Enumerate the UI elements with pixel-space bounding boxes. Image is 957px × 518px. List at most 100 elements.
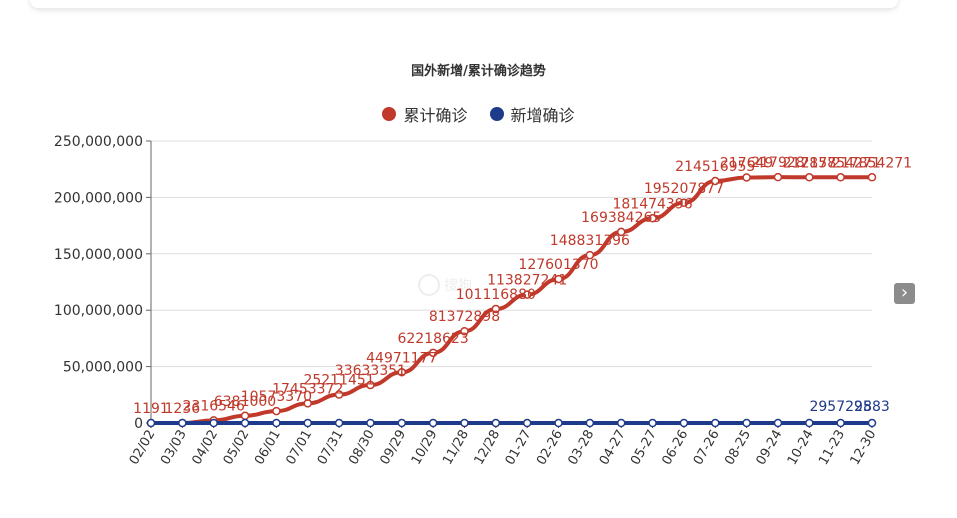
data-point-cumulative [867, 173, 877, 182]
data-label-cumulative: 169384265 [581, 210, 661, 226]
x-tick-label: 04/02 [189, 428, 221, 468]
data-point-new [773, 418, 783, 428]
data-point-cumulative [554, 274, 563, 284]
x-tick-label: 07-26 [691, 428, 723, 468]
data-label-new: 2883 [854, 399, 890, 415]
data-label-cumulative: 214516955 [675, 159, 755, 175]
x-tick-label: 10/29 [409, 428, 441, 468]
data-point-new [585, 418, 595, 428]
data-point-cumulative [773, 172, 783, 182]
x-tick-label: 11/28 [440, 428, 472, 468]
x-tick-label: 06-26 [659, 428, 691, 468]
legend-label-new: 新增确诊 [510, 106, 575, 125]
data-point-new [240, 418, 250, 428]
data-point-new [272, 418, 281, 428]
data-label-cumulative: 17453372 [272, 381, 343, 397]
watermark-logo-icon [418, 274, 440, 296]
data-point-cumulative [616, 227, 626, 237]
data-point-cumulative [334, 390, 344, 399]
data-label-new: 2957295 [809, 399, 871, 415]
y-tick-label: 0 [134, 416, 143, 432]
data-point-cumulative [585, 250, 595, 260]
data-label-cumulative: 217854271 [801, 155, 881, 171]
x-tick-label: 09-24 [754, 428, 786, 468]
y-tick-label: 150,000,000 [54, 247, 143, 263]
data-point-new [178, 418, 187, 428]
watermark: 搜狗 [418, 274, 472, 296]
data-label-cumulative: 101116880 [456, 287, 536, 303]
x-tick-label: 03-28 [565, 428, 597, 468]
data-point-cumulative [522, 290, 532, 299]
next-page-button[interactable]: › [894, 283, 915, 304]
x-tick-label: 07/31 [315, 428, 347, 468]
data-point-new [397, 418, 407, 428]
data-point-cumulative [742, 173, 751, 182]
top-card [30, 0, 898, 8]
data-point-new [679, 418, 689, 428]
data-point-cumulative [366, 380, 375, 390]
x-tick-label: 03/03 [158, 428, 190, 468]
data-point-new [303, 418, 312, 428]
data-point-cumulative [648, 214, 657, 223]
data-label-cumulative: 148831396 [550, 233, 630, 249]
x-tick-label: 02-26 [534, 428, 566, 468]
data-point-cumulative [428, 348, 438, 358]
data-point-new [491, 418, 501, 428]
x-tick-label: 02/02 [127, 428, 159, 468]
data-label-cumulative: 217928 [751, 155, 804, 171]
data-point-cumulative [397, 368, 407, 377]
legend-dot-cumulative [382, 107, 397, 121]
data-point-new [146, 418, 156, 428]
chart-title: 国外新增/累计确诊趋势 [411, 64, 546, 79]
data-point-new [711, 418, 720, 428]
x-tick-label: 01-27 [503, 428, 535, 468]
data-label-cumulative: 217649 [720, 155, 773, 171]
data-point-cumulative [805, 173, 814, 182]
data-label-cumulative: 10573370 [241, 389, 312, 405]
data-label-cumulative: 127601370 [518, 257, 598, 273]
watermark-text: 搜狗 [444, 278, 472, 294]
x-tick-label: 04-27 [597, 428, 629, 468]
data-point-cumulative [711, 176, 720, 186]
data-label-cumulative: 1191 [133, 401, 169, 417]
data-label-new: 0 [899, 0, 908, 4]
legend-label-cumulative: 累计确诊 [403, 106, 468, 125]
data-point-new [648, 418, 657, 428]
data-label-cumulative: 2316546 [183, 398, 245, 414]
legend-item-new[interactable]: 新增确诊 [489, 102, 575, 126]
x-tick-label: 05-27 [628, 428, 660, 468]
data-point-new [742, 418, 751, 428]
data-label-cumulative: 25211451 [303, 373, 374, 389]
data-point-cumulative [491, 304, 501, 314]
legend-dot-new [489, 107, 504, 121]
legend-item-cumulative[interactable]: 累计确诊 [382, 102, 468, 126]
data-label-cumulative: 217854271 [832, 155, 912, 171]
data-point-new [616, 418, 626, 428]
data-label-cumulative: 181474396 [612, 196, 692, 212]
data-point-cumulative [679, 198, 689, 208]
data-point-new [366, 418, 375, 428]
y-tick-label: 100,000,000 [54, 303, 143, 319]
x-tick-label: 05/02 [221, 428, 253, 468]
data-point-new [460, 418, 469, 428]
data-label-cumulative: 217857 [783, 155, 836, 171]
data-point-new [334, 418, 344, 428]
legend: 累计确诊 新增确诊 [0, 102, 957, 126]
x-tick-label: 06/01 [252, 428, 284, 468]
data-point-cumulative [460, 326, 469, 336]
data-label-cumulative: 33633351 [335, 363, 406, 379]
x-tick-label: 08/30 [346, 428, 378, 468]
x-tick-label: 09/29 [378, 428, 410, 468]
y-tick-label: 50,000,000 [63, 360, 143, 376]
y-tick-label: 200,000,000 [54, 190, 143, 206]
x-tick-label: 08-25 [722, 428, 754, 468]
data-point-cumulative [836, 173, 845, 182]
data-point-new [209, 418, 218, 428]
data-point-new [867, 418, 877, 428]
data-point-cumulative [303, 399, 312, 408]
data-point-new [428, 418, 438, 428]
data-label-cumulative: 1236 [165, 401, 201, 417]
data-point-new [554, 418, 563, 428]
x-tick-label: 12/28 [472, 427, 504, 467]
x-tick-label: 07/01 [283, 428, 315, 468]
